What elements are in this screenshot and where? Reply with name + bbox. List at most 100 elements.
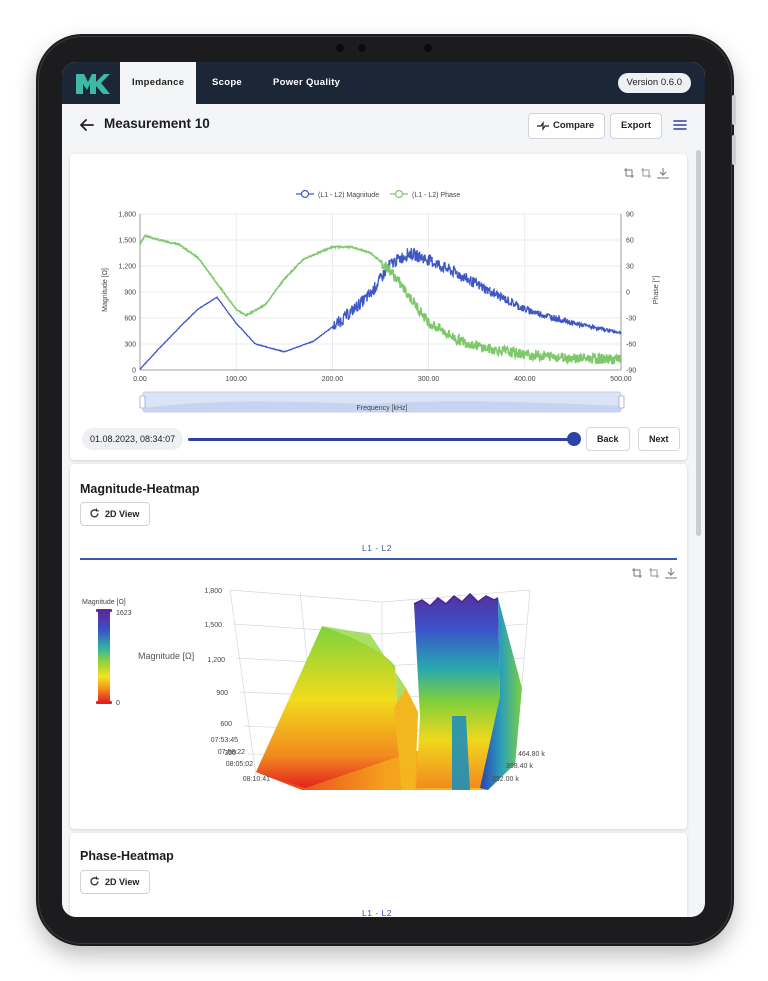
volume-down-button xyxy=(732,135,736,165)
svg-text:464.80 k: 464.80 k xyxy=(518,751,545,758)
compare-icon xyxy=(537,121,549,131)
y2-tick-label: 30 xyxy=(626,264,634,271)
y2-tick-label: 60 xyxy=(626,238,634,245)
phase-heatmap-card: Phase-Heatmap 2D View L1 - L2 xyxy=(70,833,687,917)
legend-magnitude: (L1 - L2) Magnitude xyxy=(318,192,379,199)
svg-text:300: 300 xyxy=(224,750,236,757)
legend-phase: (L1 - L2) Phase xyxy=(412,192,460,199)
y2-tick-label: 0 xyxy=(626,290,630,297)
svg-text:398.40 k: 398.40 k xyxy=(506,763,533,770)
colorbar-max: 1623 xyxy=(116,610,132,617)
front-camera xyxy=(336,44,344,52)
y-tick-label: 1,500 xyxy=(118,238,136,245)
page-header: Measurement 10 Compare Export xyxy=(62,104,705,148)
tab-scope[interactable]: Scope xyxy=(212,77,243,88)
y-tick-label: 1,800 xyxy=(118,212,136,219)
colorbar: Magnitude [Ω] 1623 0 xyxy=(82,599,132,707)
x-tick-label: 200.00 xyxy=(322,376,344,383)
back-button[interactable]: Back xyxy=(586,427,630,451)
y-tick-label: 0 xyxy=(132,368,136,375)
surface-mesh xyxy=(256,592,522,790)
magnitude-3d-surface[interactable]: Magnitude [Ω] 1623 0 Magnitude [Ω] xyxy=(70,576,687,826)
frequency-axis-ticks: 464.80 k 398.40 k 332.00 k xyxy=(492,751,545,783)
svg-text:900: 900 xyxy=(216,690,228,697)
heatmap-undo-icon[interactable] xyxy=(648,567,660,579)
heatmap-download-icon[interactable] xyxy=(665,567,677,579)
download-icon[interactable] xyxy=(657,167,669,179)
magnitude-heatmap-card: Magnitude-Heatmap 2D View L1 - L2 xyxy=(70,464,687,829)
svg-text:1,500: 1,500 xyxy=(204,622,222,629)
phase-2d-view-button[interactable]: 2D View xyxy=(80,870,151,894)
page-title: Measurement 10 xyxy=(104,116,210,131)
compare-button[interactable]: Compare xyxy=(528,113,606,139)
impedance-line-chart[interactable]: (L1 - L2) Magnitude (L1 - L2) Phase 0.00… xyxy=(70,180,687,450)
heatmap-zoom-reset-icon[interactable] xyxy=(631,567,643,579)
mk-logo xyxy=(76,74,110,94)
colorbar-min: 0 xyxy=(116,700,120,707)
front-sensor-2 xyxy=(424,44,432,52)
chart-legend: (L1 - L2) Magnitude (L1 - L2) Phase xyxy=(296,189,460,199)
y2-tick-label: 90 xyxy=(626,212,634,219)
x-tick-label: 400.00 xyxy=(514,376,536,383)
compare-label: Compare xyxy=(553,120,595,131)
app-screen: Impedance Scope Power Quality Version 0.… xyxy=(62,62,705,917)
chart-axes: 0.00 100.00 200.00 300.00 400.00 500.00030060… xyxy=(118,212,636,384)
phase-rotate-icon xyxy=(90,876,99,886)
y-axis-label: Magnitude [Ω] xyxy=(102,268,109,312)
measurement-timestamp: 01.08.2023, 08:34:07 xyxy=(82,428,184,450)
series-magnitude-line xyxy=(139,247,622,370)
x-tick-label: 500.00 xyxy=(610,376,632,383)
y2-tick-label: -90 xyxy=(626,368,636,375)
x-tick-label: 100.00 xyxy=(225,376,247,383)
export-button[interactable]: Export xyxy=(610,113,663,139)
phase-2d-view-label: 2D View xyxy=(105,877,140,887)
zoom-brush[interactable]: Frequency [kHz] xyxy=(139,391,625,413)
front-sensor xyxy=(358,44,366,52)
rotate-icon xyxy=(90,508,99,518)
zoom-reset-icon[interactable] xyxy=(623,167,635,179)
magnitude-subtab-indicator xyxy=(80,558,677,560)
version-badge: Version 0.6.0 xyxy=(617,73,691,93)
time-slider-track[interactable] xyxy=(188,438,574,441)
svg-text:07:59:22: 07:59:22 xyxy=(218,749,245,756)
y-tick-label: 900 xyxy=(124,290,136,297)
tab-power-quality[interactable]: Power Quality xyxy=(273,77,341,88)
tab-impedance[interactable]: Impedance xyxy=(120,62,197,104)
x-tick-label: 0.00 xyxy=(133,376,147,383)
back-arrow-icon[interactable] xyxy=(78,116,96,134)
svg-text:08:10:41: 08:10:41 xyxy=(243,776,270,783)
svg-text:600: 600 xyxy=(220,721,232,728)
svg-text:332.00 k: 332.00 k xyxy=(492,776,519,783)
chart-grid xyxy=(139,213,622,371)
phase-heatmap-title: Phase-Heatmap xyxy=(80,849,174,863)
y2-axis-label: Phase [°] xyxy=(652,276,660,305)
z-axis-title: Magnitude [Ω] xyxy=(138,651,194,661)
svg-text:08:05:02: 08:05:02 xyxy=(226,761,253,768)
series-phase-line xyxy=(139,233,622,366)
page-scrollbar[interactable] xyxy=(696,150,701,536)
svg-text:1,200: 1,200 xyxy=(207,657,225,664)
magnitude-2d-view-button[interactable]: 2D View xyxy=(80,502,151,526)
y-tick-label: 1,200 xyxy=(118,264,136,271)
y-tick-label: 600 xyxy=(124,316,136,323)
menu-icon[interactable] xyxy=(672,117,688,133)
measurement-chart-card: (L1 - L2) Magnitude (L1 - L2) Phase 0.00… xyxy=(70,154,687,460)
magnitude-heatmap-title: Magnitude-Heatmap xyxy=(80,482,200,496)
next-button[interactable]: Next xyxy=(638,427,680,451)
y2-tick-label: -60 xyxy=(626,342,636,349)
magnitude-subtab-l1-l2[interactable]: L1 - L2 xyxy=(362,543,392,553)
svg-text:1,800: 1,800 xyxy=(204,588,222,595)
y2-tick-label: -30 xyxy=(626,316,636,323)
time-slider-handle[interactable] xyxy=(567,432,581,446)
svg-text:07:53:45: 07:53:45 xyxy=(211,737,238,744)
x-tick-label: 300.00 xyxy=(418,376,440,383)
undo-zoom-icon[interactable] xyxy=(640,167,652,179)
time-axis-ticks: 07:53:45 07:59:22 08:05:02 08:10:41 xyxy=(211,737,270,783)
phase-subtab-l1-l2[interactable]: L1 - L2 xyxy=(362,908,392,917)
top-navigation: Impedance Scope Power Quality Version 0.… xyxy=(62,62,705,104)
x-axis-label: Frequency [kHz] xyxy=(357,405,408,412)
y-tick-label: 300 xyxy=(124,342,136,349)
colorbar-title: Magnitude [Ω] xyxy=(82,599,126,606)
volume-up-button xyxy=(732,95,736,125)
z-axis-ticks: 1,800 1,500 1,200 900 600 300 xyxy=(204,588,236,757)
